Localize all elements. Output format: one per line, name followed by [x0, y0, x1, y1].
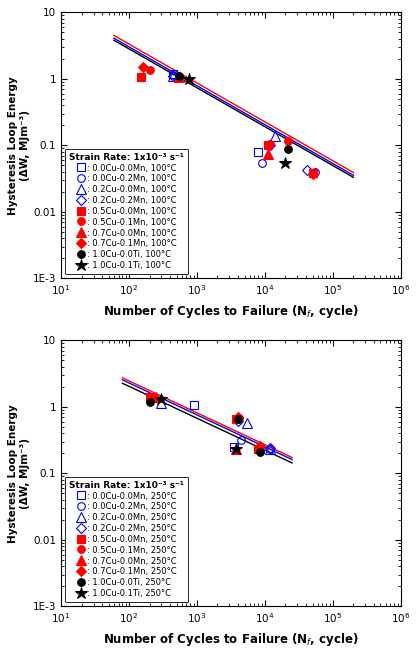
X-axis label: Number of Cycles to Failure (N$_f$, cycle): Number of Cycles to Failure (N$_f$, cycl…	[103, 302, 359, 319]
Legend: : 0.0Cu-0.0Mn, 100°C, : 0.0Cu-0.2Mn, 100°C, : 0.2Cu-0.0Mn, 100°C, : 0.2Cu-0.2Mn,: : 0.0Cu-0.0Mn, 100°C, : 0.0Cu-0.2Mn, 100…	[65, 149, 188, 274]
X-axis label: Number of Cycles to Failure (N$_f$, cycle): Number of Cycles to Failure (N$_f$, cycl…	[103, 630, 359, 647]
Legend: : 0.0Cu-0.0Mn, 250°C, : 0.0Cu-0.2Mn, 250°C, : 0.2Cu-0.0Mn, 250°C, : 0.2Cu-0.2Mn,: : 0.0Cu-0.0Mn, 250°C, : 0.0Cu-0.2Mn, 250…	[65, 477, 188, 602]
Y-axis label: Hysteresis Loop Energy
(ΔW, MJm⁻³): Hysteresis Loop Energy (ΔW, MJm⁻³)	[8, 404, 30, 543]
Y-axis label: Hysteresis Loop Energy
(ΔW, MJm⁻³): Hysteresis Loop Energy (ΔW, MJm⁻³)	[8, 76, 30, 215]
